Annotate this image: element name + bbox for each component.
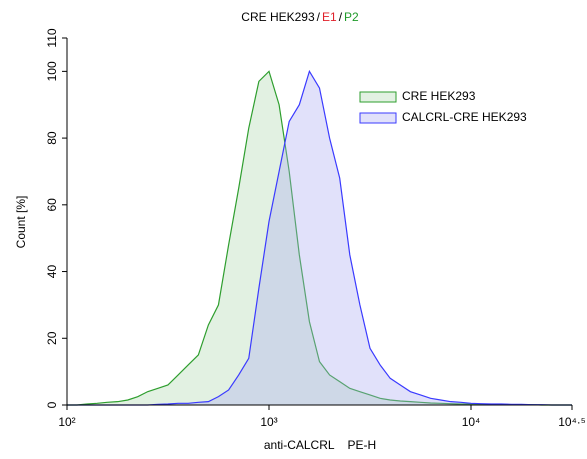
title-part: E1 (322, 10, 337, 24)
y-tick-label: 110 (45, 28, 59, 47)
legend-swatch (359, 112, 397, 124)
y-tick-label: 60 (45, 198, 59, 212)
legend-label: CALCRL-CRE HEK293 (402, 110, 527, 124)
legend-label: CRE HEK293 (402, 89, 476, 103)
title-part: P2 (344, 10, 359, 24)
chart-title: CRE HEK293/E1/P2 (241, 10, 359, 24)
y-axis-label: Count [%] (14, 196, 28, 249)
y-tick-label: 40 (45, 265, 59, 279)
x-axis-label: anti-CALCRL PE-H (264, 438, 376, 452)
x-tick-label: 10² (58, 415, 75, 429)
legend-swatch (359, 91, 397, 103)
y-tick-label: 20 (45, 331, 59, 345)
x-tick-label: 10⁴ (462, 415, 481, 429)
title-separator: / (317, 10, 321, 24)
x-tick-label: 10³ (260, 415, 277, 429)
y-tick-label: 0 (45, 401, 59, 408)
y-tick-label: 80 (45, 131, 59, 145)
y-tick-label: 100 (45, 61, 59, 81)
title-part: CRE HEK293 (241, 10, 315, 24)
title-separator: / (339, 10, 343, 24)
x-tick-label: 10⁴·⁵ (558, 415, 586, 429)
